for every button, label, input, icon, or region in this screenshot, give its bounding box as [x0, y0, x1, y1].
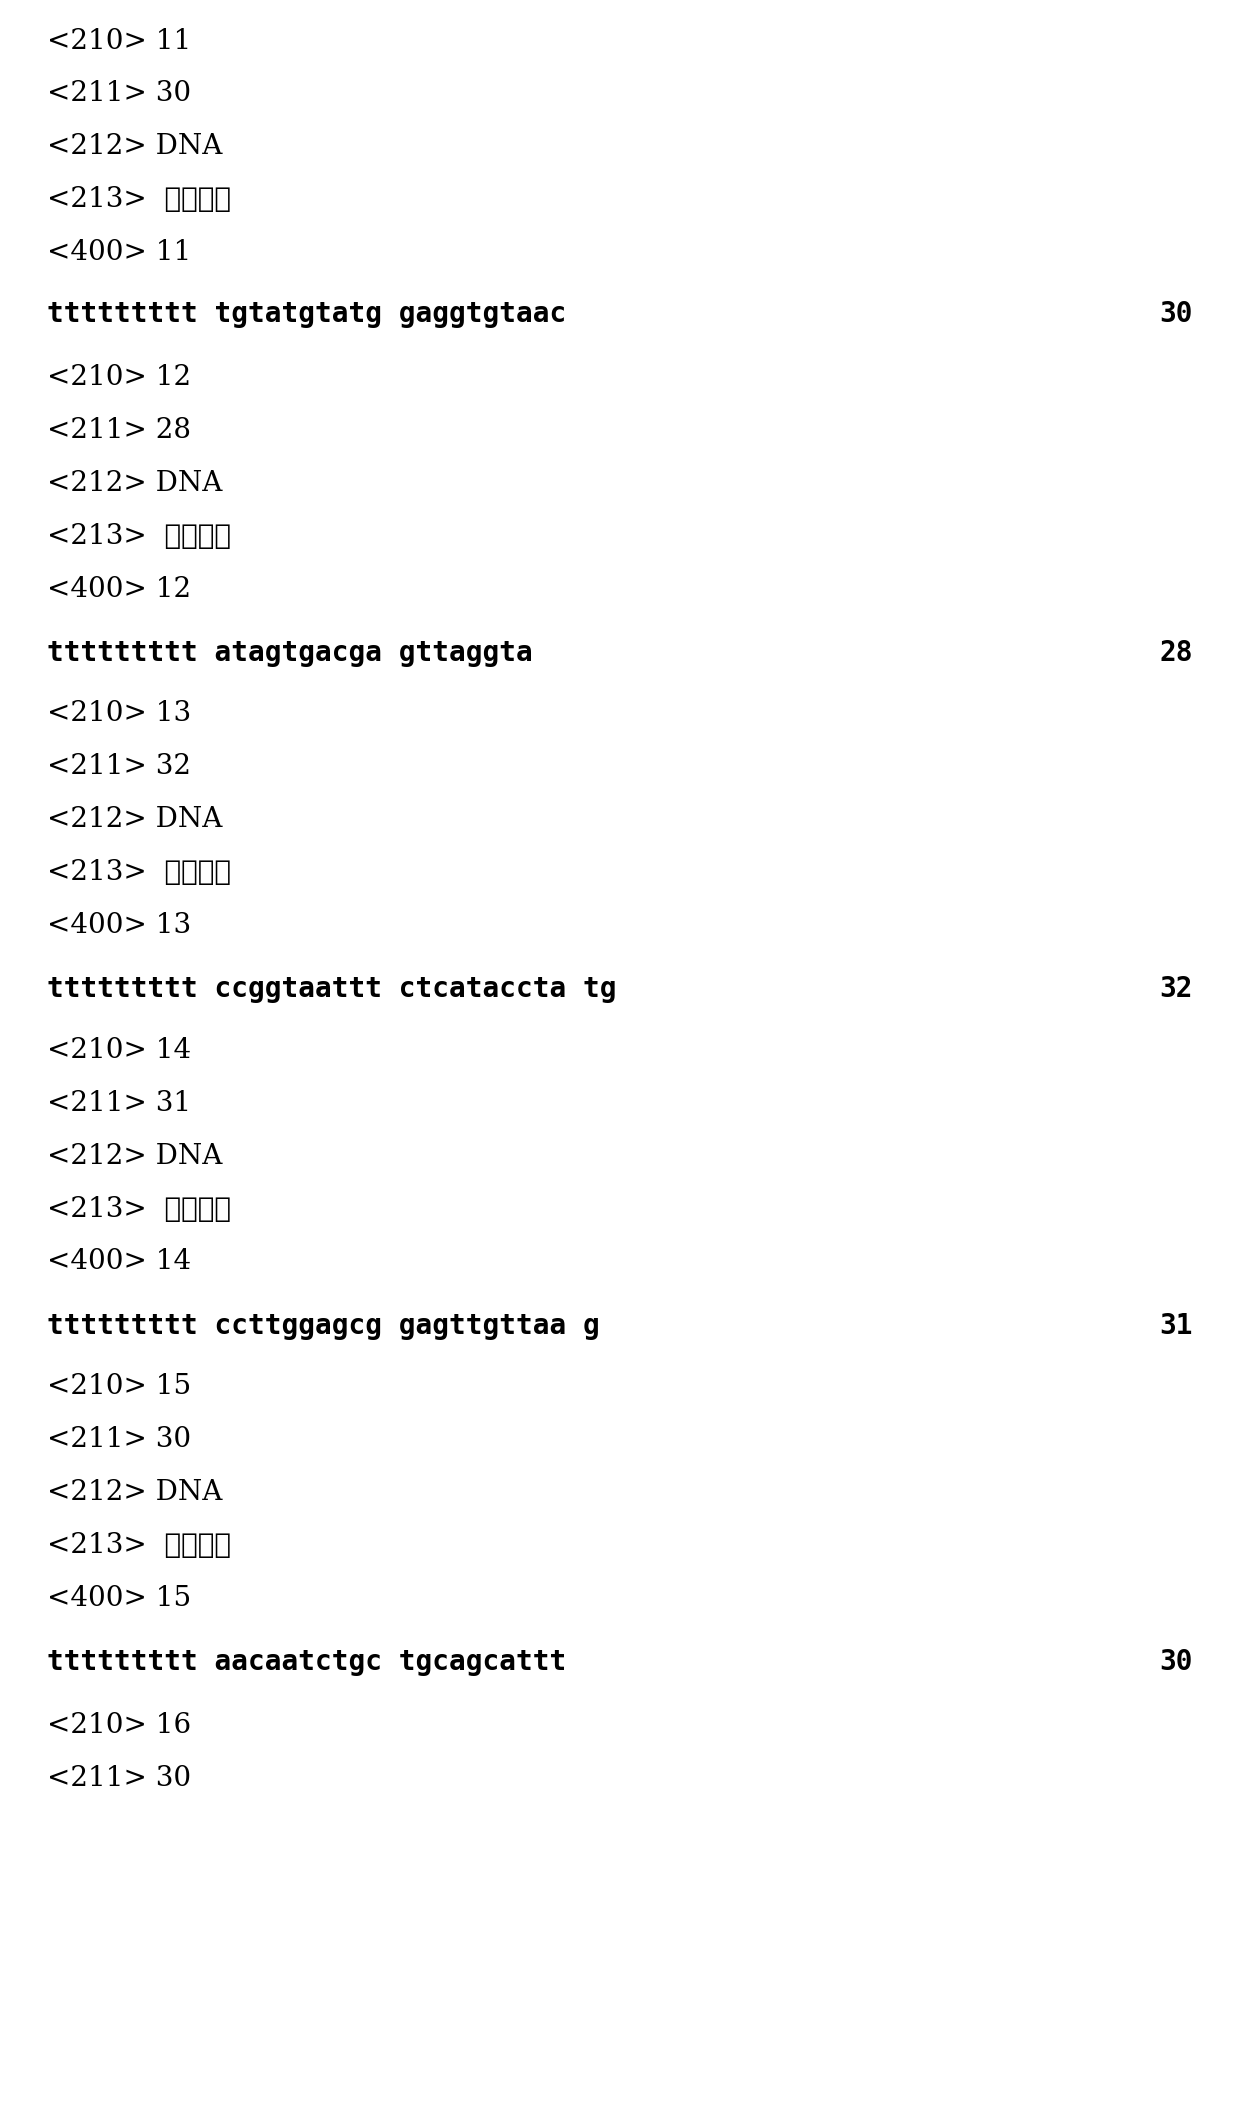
Text: <212> DNA: <212> DNA: [47, 1143, 222, 1170]
Text: <210> 15: <210> 15: [47, 1373, 191, 1401]
Text: 30: 30: [1159, 1648, 1193, 1676]
Text: <210> 12: <210> 12: [47, 364, 191, 391]
Text: <211> 30: <211> 30: [47, 80, 191, 108]
Text: <213>  合成序列: <213> 合成序列: [47, 186, 231, 214]
Text: <213>  合成序列: <213> 合成序列: [47, 1196, 231, 1223]
Text: <210> 16: <210> 16: [47, 1712, 191, 1739]
Text: 28: 28: [1159, 639, 1193, 667]
Text: <400> 15: <400> 15: [47, 1585, 191, 1612]
Text: <210> 11: <210> 11: [47, 28, 191, 55]
Text: <213>  合成序列: <213> 合成序列: [47, 859, 231, 887]
Text: <212> DNA: <212> DNA: [47, 806, 222, 834]
Text: <211> 31: <211> 31: [47, 1090, 191, 1117]
Text: <211> 32: <211> 32: [47, 753, 191, 781]
Text: <212> DNA: <212> DNA: [47, 133, 222, 161]
Text: 31: 31: [1159, 1312, 1193, 1339]
Text: <400> 12: <400> 12: [47, 576, 191, 603]
Text: <211> 28: <211> 28: [47, 417, 191, 444]
Text: ttttttttt ccttggagcg gagttgttaa g: ttttttttt ccttggagcg gagttgttaa g: [47, 1312, 600, 1339]
Text: <210> 14: <210> 14: [47, 1037, 191, 1064]
Text: <400> 11: <400> 11: [47, 239, 191, 267]
Text: <211> 30: <211> 30: [47, 1426, 191, 1454]
Text: <212> DNA: <212> DNA: [47, 1479, 222, 1507]
Text: ttttttttt aacaatctgc tgcagcattt: ttttttttt aacaatctgc tgcagcattt: [47, 1648, 567, 1676]
Text: <211> 30: <211> 30: [47, 1765, 191, 1792]
Text: <210> 13: <210> 13: [47, 700, 191, 728]
Text: 32: 32: [1159, 975, 1193, 1003]
Text: <213>  合成序列: <213> 合成序列: [47, 1532, 231, 1559]
Text: ttttttttt tgtatgtatg gaggtgtaac: ttttttttt tgtatgtatg gaggtgtaac: [47, 300, 567, 328]
Text: ttttttttt atagtgacga gttaggta: ttttttttt atagtgacga gttaggta: [47, 639, 533, 667]
Text: <400> 14: <400> 14: [47, 1248, 191, 1276]
Text: ttttttttt ccggtaattt ctcataccta tg: ttttttttt ccggtaattt ctcataccta tg: [47, 975, 616, 1003]
Text: 30: 30: [1159, 300, 1193, 328]
Text: <400> 13: <400> 13: [47, 912, 191, 940]
Text: <213>  合成序列: <213> 合成序列: [47, 523, 231, 550]
Text: <212> DNA: <212> DNA: [47, 470, 222, 497]
